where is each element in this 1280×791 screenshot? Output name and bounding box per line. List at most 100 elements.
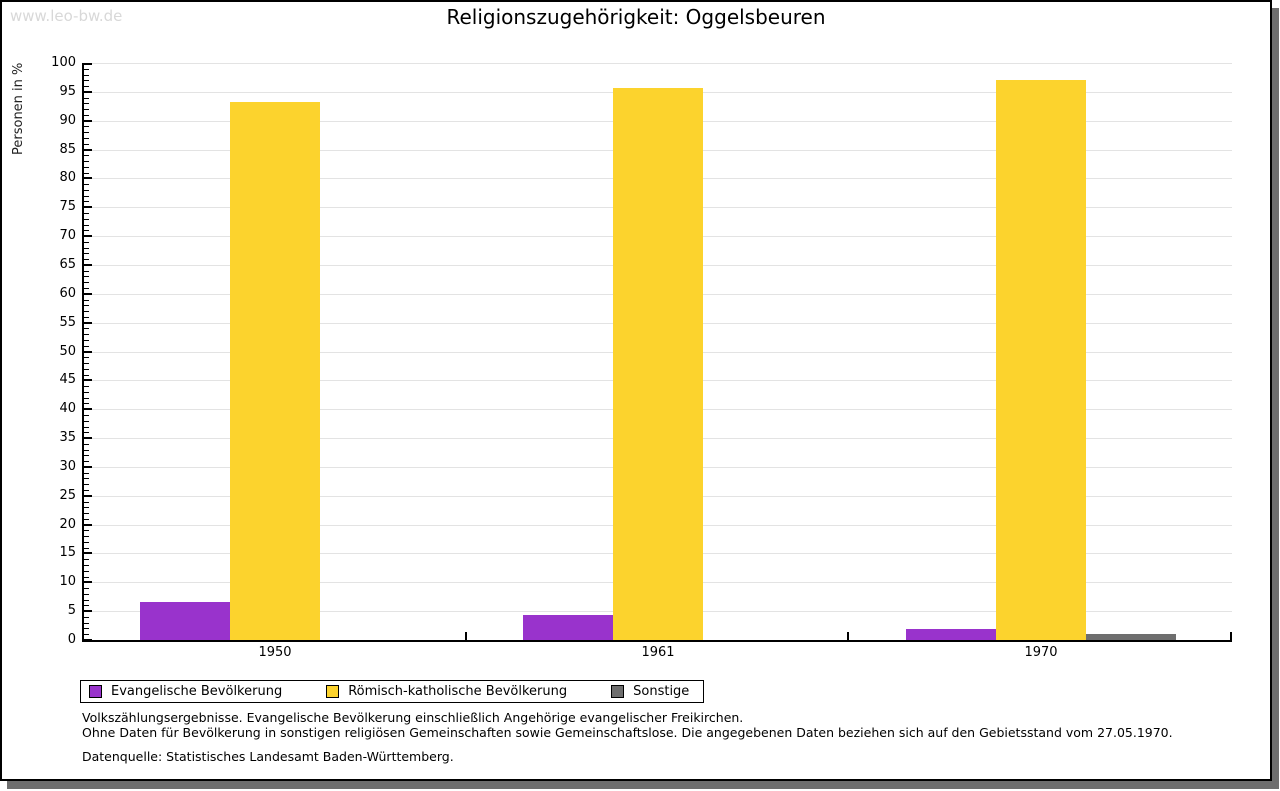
y-tick-minor-52: [84, 340, 89, 341]
y-tick-minor-51: [84, 346, 89, 347]
y-tick-minor-59: [84, 300, 89, 301]
y-tick-major-20: [84, 524, 92, 526]
y-tick-minor-47: [84, 369, 89, 370]
y-tick-major-60: [84, 293, 92, 295]
y-tick-minor-46: [84, 375, 89, 376]
y-tick-major-85: [84, 149, 92, 151]
bar-1970-katholisch: [996, 80, 1086, 640]
legend-label-sonstige: Sonstige: [633, 684, 690, 699]
y-tick-major-50: [84, 351, 92, 353]
y-tick-major-35: [84, 437, 92, 439]
y-tick-major-90: [84, 120, 92, 122]
y-tick-label-15: 15: [59, 545, 76, 560]
y-tick-minor-44: [84, 386, 89, 387]
y-tick-minor-66: [84, 259, 89, 260]
legend-item-katholisch: Römisch-katholische Bevölkerung: [326, 684, 567, 699]
y-tick-label-70: 70: [59, 228, 76, 243]
y-tick-minor-87: [84, 138, 89, 139]
y-tick-minor-88: [84, 132, 89, 133]
y-tick-minor-17: [84, 542, 89, 543]
y-tick-minor-23: [84, 507, 89, 508]
y-tick-minor-28: [84, 478, 89, 479]
y-tick-minor-29: [84, 473, 89, 474]
y-tick-major-65: [84, 264, 92, 266]
y-tick-major-40: [84, 408, 92, 410]
y-tick-major-25: [84, 495, 92, 497]
y-tick-label-90: 90: [59, 113, 76, 128]
y-tick-minor-97: [84, 80, 89, 81]
y-tick-minor-49: [84, 357, 89, 358]
legend-item-sonstige: Sonstige: [611, 684, 689, 699]
y-tick-major-55: [84, 322, 92, 324]
y-tick-label-35: 35: [59, 430, 76, 445]
y-tick-label-0: 0: [67, 632, 76, 647]
y-tick-minor-79: [84, 184, 89, 185]
legend-swatch-katholisch: [326, 685, 340, 698]
chart-title: Religionszugehörigkeit: Oggelsbeuren: [446, 5, 826, 29]
y-tick-minor-31: [84, 461, 89, 462]
y-tick-minor-36: [84, 432, 89, 433]
y-tick-label-25: 25: [59, 488, 76, 503]
y-tick-minor-1: [84, 634, 89, 635]
y-tick-label-65: 65: [59, 257, 76, 272]
legend-swatch-evangelisch: [89, 685, 102, 698]
y-tick-label-75: 75: [59, 199, 76, 214]
y-tick-minor-67: [84, 253, 89, 254]
y-tick-label-45: 45: [59, 372, 76, 387]
y-tick-minor-19: [84, 530, 89, 531]
x-axis-tick-2: [847, 632, 849, 640]
y-tick-minor-22: [84, 513, 89, 514]
x-category-label-1970: 1970: [1024, 645, 1058, 660]
y-tick-minor-76: [84, 201, 89, 202]
y-tick-minor-77: [84, 196, 89, 197]
y-tick-minor-98: [84, 75, 89, 76]
y-tick-minor-12: [84, 571, 89, 572]
y-tick-minor-68: [84, 248, 89, 249]
y-tick-label-10: 10: [59, 574, 76, 589]
y-tick-minor-18: [84, 536, 89, 537]
y-tick-minor-71: [84, 230, 89, 231]
y-tick-minor-96: [84, 86, 89, 87]
y-tick-minor-13: [84, 565, 89, 566]
y-tick-major-95: [84, 91, 92, 93]
footnote-line-2: Ohne Daten für Bevölkerung in sonstigen …: [82, 724, 1173, 740]
y-tick-minor-74: [84, 213, 89, 214]
y-tick-minor-53: [84, 334, 89, 335]
y-tick-minor-99: [84, 69, 89, 70]
y-tick-label-95: 95: [59, 84, 76, 99]
footnotes: Volkszählungsergebnisse. Evangelische Be…: [82, 710, 1173, 740]
y-tick-minor-32: [84, 455, 89, 456]
y-tick-minor-11: [84, 577, 89, 578]
y-tick-label-55: 55: [59, 315, 76, 330]
y-tick-minor-2: [84, 628, 89, 629]
y-tick-minor-93: [84, 103, 89, 104]
y-tick-minor-16: [84, 548, 89, 549]
y-tick-minor-56: [84, 317, 89, 318]
y-tick-minor-33: [84, 450, 89, 451]
y-tick-minor-38: [84, 421, 89, 422]
x-axis-tick-3: [1230, 632, 1232, 640]
bar-1950-evangelisch: [140, 602, 230, 640]
y-tick-label-85: 85: [59, 142, 76, 157]
y-tick-minor-72: [84, 225, 89, 226]
y-tick-minor-39: [84, 415, 89, 416]
legend: Evangelische Bevölkerung Römisch-katholi…: [80, 680, 705, 703]
y-tick-minor-78: [84, 190, 89, 191]
y-tick-major-30: [84, 466, 92, 468]
y-tick-major-15: [84, 552, 92, 554]
y-tick-minor-73: [84, 219, 89, 220]
y-tick-minor-63: [84, 276, 89, 277]
y-tick-label-80: 80: [59, 170, 76, 185]
y-tick-minor-14: [84, 559, 89, 560]
y-tick-major-100: [84, 63, 92, 65]
y-tick-minor-54: [84, 328, 89, 329]
y-tick-major-45: [84, 379, 92, 381]
y-tick-minor-64: [84, 271, 89, 272]
gridline-100: [84, 63, 1232, 64]
y-tick-minor-61: [84, 288, 89, 289]
y-tick-label-5: 5: [67, 603, 76, 618]
y-tick-major-5: [84, 610, 92, 612]
y-tick-major-0: [84, 639, 92, 641]
y-axis-title: Personen in %: [11, 62, 26, 155]
